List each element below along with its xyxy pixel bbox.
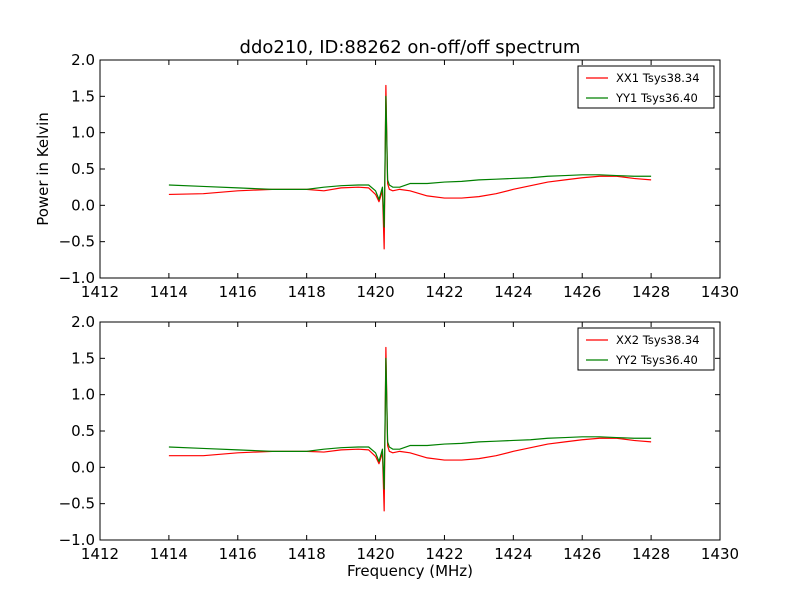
y-tick-label: 0.5 <box>71 422 95 440</box>
y-tick-label: −0.5 <box>59 495 95 513</box>
y-tick-label: 1.5 <box>71 87 95 105</box>
y-tick-label: 0.0 <box>71 458 95 476</box>
series-line-1 <box>168 84 652 250</box>
x-tick-label: 1412 <box>81 283 119 301</box>
lower-plot-panel: 1412 1414 1416 1418 1420 1422 1424 1426 1428 1430… <box>59 313 740 580</box>
x-tick-label: 1424 <box>494 545 532 563</box>
y-tick-label: 0.0 <box>71 196 95 214</box>
y-tick-label: −1.0 <box>59 531 95 549</box>
legend: XX1 Tsys38.34 YY1 Tsys36.40 <box>577 65 715 109</box>
x-tick-label: 1420 <box>356 283 394 301</box>
y-axis-label: Power in Kelvin <box>34 112 52 226</box>
x-tick-label: 1430 <box>701 545 739 563</box>
x-tick-label: 1424 <box>494 283 532 301</box>
x-tick-label: 1420 <box>356 545 394 563</box>
x-tick-label: 1426 <box>563 545 601 563</box>
x-tick-label: 1416 <box>219 545 257 563</box>
x-tick-label: 1412 <box>81 545 119 563</box>
legend-label-1: XX1 Tsys38.34 <box>616 71 700 85</box>
legend-box <box>577 327 715 371</box>
y-tick-label: 1.0 <box>71 386 95 404</box>
series-line-2 <box>168 95 652 228</box>
y-tick-label: 0.5 <box>71 160 95 178</box>
x-tick-label: 1428 <box>632 283 670 301</box>
x-tick-label: 1422 <box>425 283 463 301</box>
legend-label-2: YY2 Tsys36.40 <box>615 353 698 367</box>
x-tick-label: 1414 <box>150 283 188 301</box>
y-tick-label: 2.0 <box>71 51 95 69</box>
upper-plot-panel: 1412 1414 1416 1418 1420 1422 1424 1426 1428 1430… <box>34 37 739 301</box>
series-line-1 <box>168 346 652 512</box>
legend: XX2 Tsys38.34 YY2 Tsys36.40 <box>577 327 715 371</box>
chart-title: ddo210, ID:88262 on-off/off spectrum <box>240 37 581 58</box>
x-tick-label: 1428 <box>632 545 670 563</box>
x-tick-label: 1426 <box>563 283 601 301</box>
x-tick-label: 1422 <box>425 545 463 563</box>
y-tick-label: 1.5 <box>71 349 95 367</box>
y-tick-label: 1.0 <box>71 124 95 142</box>
legend-label-1: XX2 Tsys38.34 <box>616 333 700 347</box>
x-tick-label: 1414 <box>150 545 188 563</box>
x-tick-label: 1430 <box>701 283 739 301</box>
series-line-2 <box>168 357 652 490</box>
x-axis-label: Frequency (MHz) <box>347 562 473 580</box>
x-tick-label: 1418 <box>288 545 326 563</box>
x-tick-label: 1418 <box>288 283 326 301</box>
legend-label-2: YY1 Tsys36.40 <box>615 91 698 105</box>
y-tick-label: −0.5 <box>59 233 95 251</box>
legend-box <box>577 65 715 109</box>
y-tick-label: 2.0 <box>71 313 95 331</box>
y-tick-label: −1.0 <box>59 269 95 287</box>
x-tick-label: 1416 <box>219 283 257 301</box>
